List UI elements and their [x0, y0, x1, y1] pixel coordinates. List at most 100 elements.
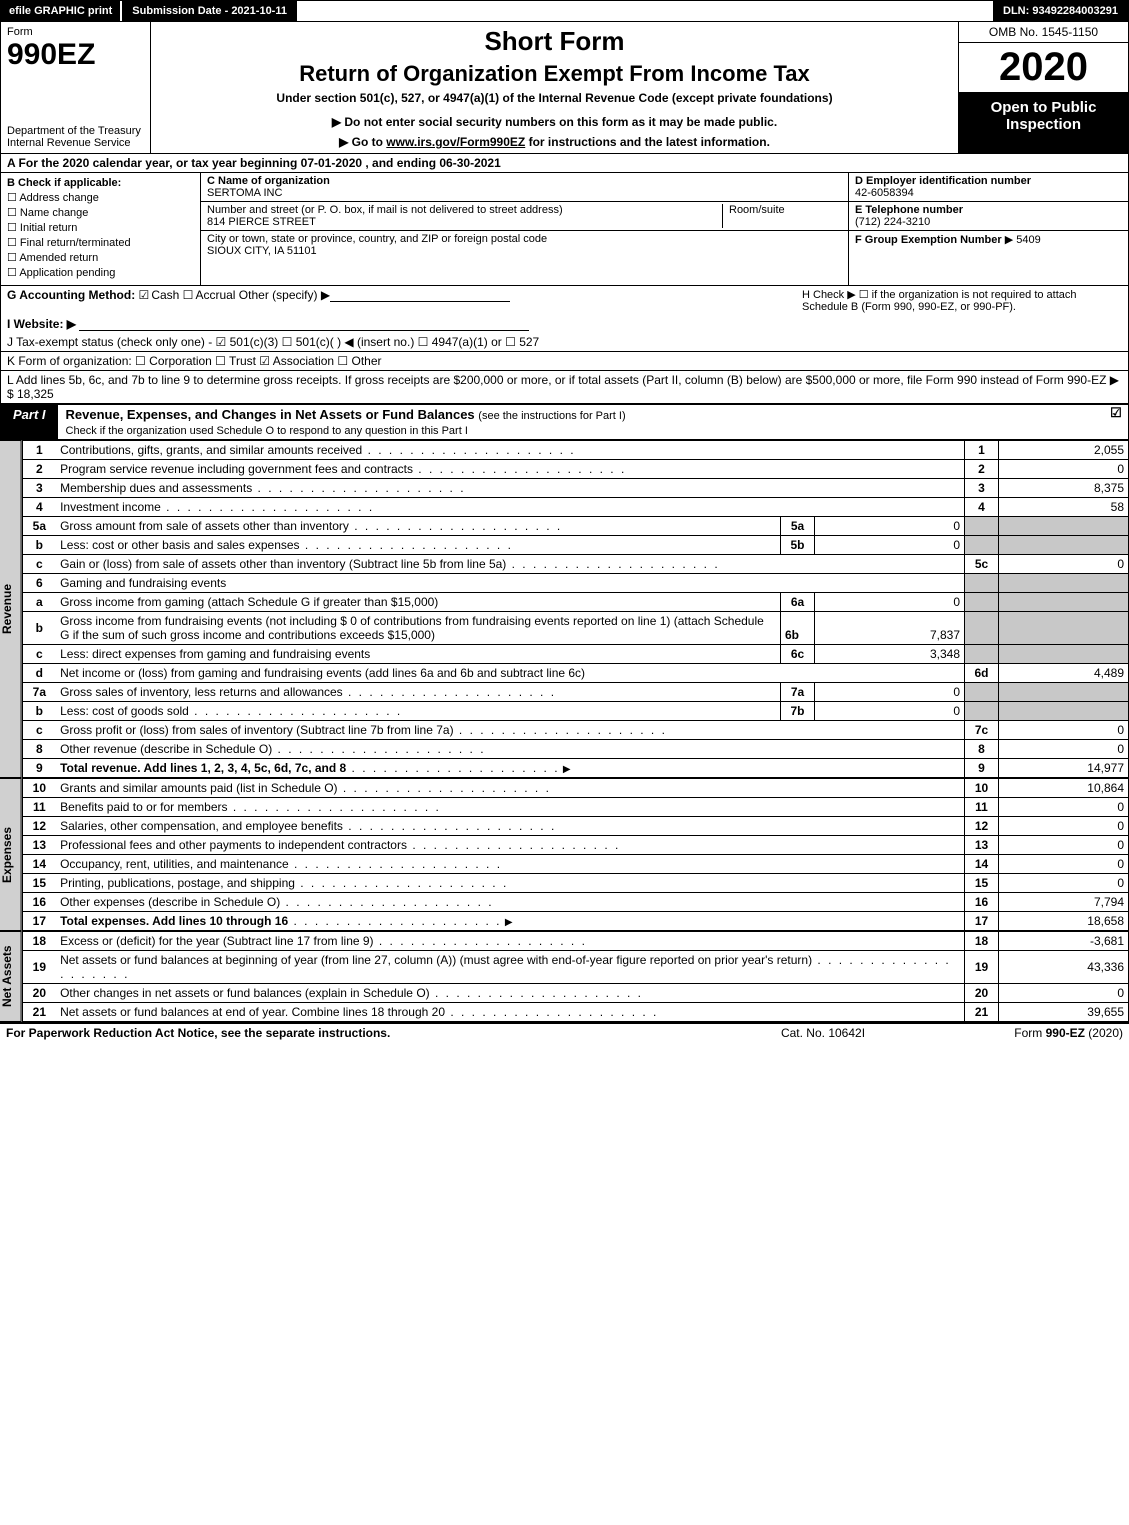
- l6c-gray2: [999, 645, 1129, 664]
- entity-block: B Check if applicable: Address change Na…: [0, 173, 1129, 286]
- l3-lbl: 3: [965, 479, 999, 498]
- l3-val: 8,375: [999, 479, 1129, 498]
- form-word: Form: [7, 26, 33, 38]
- l1-num: 1: [22, 441, 56, 460]
- form-number: 990EZ: [7, 38, 95, 71]
- l14-desc: Occupancy, rent, utilities, and maintena…: [60, 857, 289, 871]
- ein-value: 42-6058394: [855, 187, 914, 199]
- city-label: City or town, state or province, country…: [207, 233, 547, 245]
- chk-cash[interactable]: Cash: [139, 288, 180, 302]
- revenue-table: 1Contributions, gifts, grants, and simil…: [22, 440, 1129, 778]
- l7b-gray2: [999, 702, 1129, 721]
- l4-desc: Investment income: [60, 500, 161, 514]
- form-of-org: K Form of organization: ☐ Corporation ☐ …: [7, 354, 1122, 368]
- l18-lbl: 18: [965, 932, 999, 951]
- l3-dots: [252, 481, 465, 495]
- chk-accrual[interactable]: Accrual: [183, 288, 236, 302]
- l8-num: 8: [22, 740, 56, 759]
- chk-name-change[interactable]: Name change: [7, 206, 194, 219]
- l6c-subval: 3,348: [814, 645, 964, 663]
- other-specify-line[interactable]: [330, 290, 510, 302]
- line-3: 3Membership dues and assessments38,375: [22, 479, 1128, 498]
- l2-desc: Program service revenue including govern…: [60, 462, 413, 476]
- l5a-desc: Gross amount from sale of assets other t…: [60, 519, 349, 533]
- chk-amended-return[interactable]: Amended return: [7, 251, 194, 264]
- l11-desc: Benefits paid to or for members: [60, 800, 227, 814]
- l7b-num: b: [22, 702, 56, 721]
- l7a-dots: [343, 685, 556, 699]
- part1-tab: Part I: [1, 405, 58, 439]
- line-10: 10 Grants and similar amounts paid (list …: [22, 779, 1128, 798]
- line-7b: bLess: cost of goods sold7b0: [22, 702, 1128, 721]
- l20-lbl: 20: [965, 984, 999, 1003]
- paperwork-notice: For Paperwork Reduction Act Notice, see …: [6, 1026, 723, 1040]
- l12-dots: [343, 819, 556, 833]
- l6b-gray1: [965, 612, 999, 645]
- l11-lbl: 11: [965, 798, 999, 817]
- part1-header: Part I Revenue, Expenses, and Changes in…: [0, 404, 1129, 440]
- l11-dots: [228, 800, 441, 814]
- g-label: G Accounting Method:: [7, 288, 135, 302]
- l6b-subval: 7,837: [814, 612, 964, 644]
- l5b-num: b: [22, 536, 56, 555]
- l9-val: 14,977: [999, 759, 1129, 778]
- l21-num: 21: [22, 1003, 56, 1022]
- part1-title: Revenue, Expenses, and Changes in Net As…: [58, 405, 1104, 439]
- irs-link[interactable]: www.irs.gov/Form990EZ: [386, 135, 525, 149]
- chk-application-pending[interactable]: Application pending: [7, 266, 194, 279]
- l17-desc: Total expenses. Add lines 10 through 16: [60, 914, 288, 928]
- efile-print-button[interactable]: efile GRAPHIC print: [1, 1, 122, 21]
- l5a-num: 5a: [22, 517, 56, 536]
- l13-dots: [407, 838, 620, 852]
- line-9: 9Total revenue. Add lines 1, 2, 3, 4, 5c…: [22, 759, 1128, 778]
- l11-num: 11: [22, 798, 56, 817]
- open-to-public: Open to Public Inspection: [959, 93, 1128, 153]
- org-name-row: C Name of organization SERTOMA INC: [201, 173, 848, 202]
- l10-lbl: 10: [965, 779, 999, 798]
- l6-num: 6: [22, 574, 56, 593]
- l6a-gray2: [999, 593, 1129, 612]
- l6d-desc: Net income or (loss) from gaming and fun…: [60, 666, 585, 680]
- chk-final-return[interactable]: Final return/terminated: [7, 236, 194, 249]
- l6-gray1: [965, 574, 999, 593]
- l14-val: 0: [999, 855, 1129, 874]
- l7c-num: c: [22, 721, 56, 740]
- expenses-side-label: Expenses: [0, 778, 22, 931]
- l7c-val: 0: [999, 721, 1129, 740]
- line-5c: cGain or (loss) from sale of assets othe…: [22, 555, 1128, 574]
- l5b-subval: 0: [814, 536, 964, 554]
- l13-val: 0: [999, 836, 1129, 855]
- l5a-dots: [349, 519, 562, 533]
- l3-num: 3: [22, 479, 56, 498]
- row-l: L Add lines 5b, 6c, and 7b to line 9 to …: [1, 370, 1128, 403]
- l5b-gray2: [999, 536, 1129, 555]
- accounting-method: G Accounting Method: Cash Accrual Other …: [7, 288, 802, 313]
- line-6d: dNet income or (loss) from gaming and fu…: [22, 664, 1128, 683]
- line-6: 6Gaming and fundraising events: [22, 574, 1128, 593]
- expenses-table: 10 Grants and similar amounts paid (list …: [22, 778, 1129, 931]
- omb-number: OMB No. 1545-1150: [959, 22, 1128, 43]
- l8-desc: Other revenue (describe in Schedule O): [60, 742, 272, 756]
- netassets-side-label: Net Assets: [0, 931, 22, 1022]
- goto-post: for instructions and the latest informat…: [525, 135, 770, 149]
- l6b-gray2: [999, 612, 1129, 645]
- part1-schedule-o-checkbox[interactable]: ☑: [1104, 405, 1128, 439]
- l7c-dots: [454, 723, 667, 737]
- submission-date-button[interactable]: Submission Date - 2021-10-11: [122, 1, 297, 21]
- l5b-desc: Less: cost or other basis and sales expe…: [60, 538, 299, 552]
- address-cell: Number and street (or P. O. box, if mail…: [207, 204, 722, 228]
- chk-address-change[interactable]: Address change: [7, 191, 194, 204]
- mid-rows: G Accounting Method: Cash Accrual Other …: [0, 286, 1129, 404]
- l2-num: 2: [22, 460, 56, 479]
- phone-row: E Telephone number (712) 224-3210: [849, 202, 1128, 231]
- l10-desc: Grants and similar amounts paid (list in…: [60, 781, 337, 795]
- website-input[interactable]: [79, 319, 529, 331]
- short-form-title: Short Form: [159, 26, 950, 57]
- under-section: Under section 501(c), 527, or 4947(a)(1)…: [159, 91, 950, 105]
- l18-num: 18: [22, 932, 56, 951]
- l9-desc: Total revenue. Add lines 1, 2, 3, 4, 5c,…: [60, 761, 346, 775]
- line-18: 18 Excess or (deficit) for the year (Subt…: [22, 932, 1128, 951]
- l16-dots: [280, 895, 493, 909]
- chk-initial-return[interactable]: Initial return: [7, 221, 194, 234]
- l18-desc: Excess or (deficit) for the year (Subtra…: [60, 934, 373, 948]
